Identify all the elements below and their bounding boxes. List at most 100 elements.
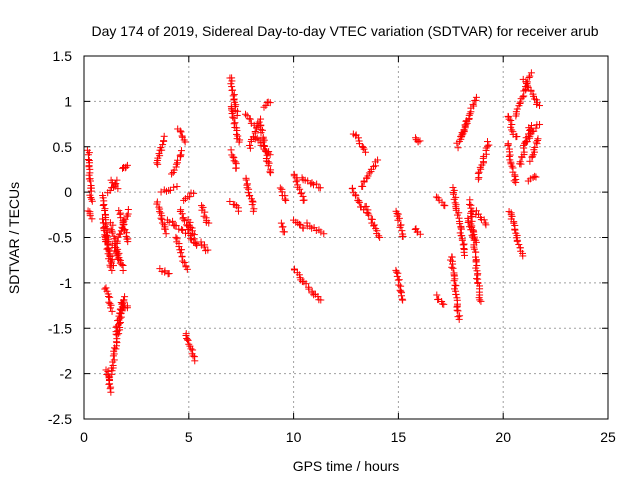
data-point xyxy=(453,306,461,314)
data-point xyxy=(243,184,251,192)
data-point xyxy=(112,249,120,257)
data-point xyxy=(114,185,122,193)
data-point xyxy=(536,120,544,128)
data-point xyxy=(511,172,519,180)
data-point xyxy=(226,197,234,205)
x-tick-label: 5 xyxy=(185,429,193,445)
data-point xyxy=(257,115,265,123)
y-tick-labels: -2.5 -2 -1.5 -1 -0.5 0 0.5 1 1.5 xyxy=(48,48,72,427)
data-point xyxy=(263,151,271,159)
data-point xyxy=(87,187,95,195)
data-point xyxy=(187,223,195,231)
data-point xyxy=(106,385,114,393)
data-point xyxy=(227,80,235,88)
data-point xyxy=(108,266,116,274)
data-point xyxy=(156,208,164,216)
x-axis-label: GPS time / hours xyxy=(293,458,400,474)
data-point xyxy=(484,138,492,146)
data-point xyxy=(112,345,120,353)
data-point xyxy=(394,216,402,224)
data-point xyxy=(165,218,173,226)
data-point xyxy=(266,151,274,159)
data-point xyxy=(172,233,180,241)
data-points xyxy=(83,69,544,396)
data-point xyxy=(182,332,190,340)
data-point xyxy=(532,138,540,146)
data-point xyxy=(180,196,188,204)
data-point xyxy=(459,241,467,249)
data-point xyxy=(228,110,236,118)
y-tick-label: -2 xyxy=(60,366,73,382)
data-point xyxy=(227,146,235,154)
data-point xyxy=(264,162,272,170)
data-point xyxy=(352,192,360,200)
data-point xyxy=(157,214,165,222)
data-point xyxy=(166,186,174,194)
data-point xyxy=(88,197,96,205)
data-point xyxy=(433,291,441,299)
y-tick-label: 0.5 xyxy=(53,139,73,155)
data-point xyxy=(526,157,534,165)
data-point xyxy=(526,132,534,140)
data-point xyxy=(106,293,114,301)
data-point xyxy=(534,135,542,143)
y-tick-label: 1 xyxy=(64,93,72,109)
data-point xyxy=(234,207,242,215)
data-point xyxy=(376,233,384,241)
data-point xyxy=(362,202,370,210)
data-point xyxy=(473,275,481,283)
data-point xyxy=(232,130,240,138)
data-point xyxy=(205,219,213,227)
data-point xyxy=(101,235,109,243)
data-point xyxy=(454,144,462,152)
data-point xyxy=(113,237,121,245)
data-point xyxy=(516,158,524,166)
data-point xyxy=(107,388,115,396)
data-point xyxy=(320,230,328,238)
data-point xyxy=(304,177,312,185)
data-point xyxy=(261,147,269,155)
data-point xyxy=(232,164,240,172)
data-point xyxy=(177,151,185,159)
data-point xyxy=(513,237,521,245)
data-point xyxy=(260,136,268,144)
data-point xyxy=(460,128,468,136)
data-point xyxy=(123,161,131,169)
data-point xyxy=(177,147,185,155)
data-point xyxy=(119,266,127,274)
y-axis-label: SDTVAR / TECUs xyxy=(6,182,22,294)
x-tick-label: 20 xyxy=(495,429,511,445)
data-point xyxy=(465,111,473,119)
data-point xyxy=(414,138,422,146)
data-point xyxy=(235,138,243,146)
data-point xyxy=(457,133,465,141)
data-point xyxy=(161,267,169,275)
data-point xyxy=(197,238,205,246)
data-point xyxy=(86,212,94,220)
data-point xyxy=(160,137,168,145)
data-point xyxy=(412,225,420,233)
data-point xyxy=(114,317,122,325)
data-point xyxy=(191,357,199,365)
data-point xyxy=(266,99,274,107)
data-point xyxy=(177,128,185,136)
data-point xyxy=(174,156,182,164)
data-point xyxy=(181,217,189,225)
data-point xyxy=(526,72,534,80)
data-point xyxy=(277,219,285,227)
x-tick-label: 0 xyxy=(80,429,88,445)
data-point xyxy=(513,133,521,141)
data-point xyxy=(242,176,250,184)
data-point xyxy=(375,232,383,240)
data-point xyxy=(124,206,132,214)
data-point xyxy=(368,215,376,223)
data-point xyxy=(476,296,484,304)
data-point xyxy=(172,160,180,168)
data-point xyxy=(257,129,265,137)
data-point xyxy=(155,203,163,211)
data-point xyxy=(251,127,259,135)
data-point xyxy=(248,201,256,209)
data-point xyxy=(317,228,325,236)
data-point xyxy=(162,230,170,238)
data-point xyxy=(393,272,401,280)
